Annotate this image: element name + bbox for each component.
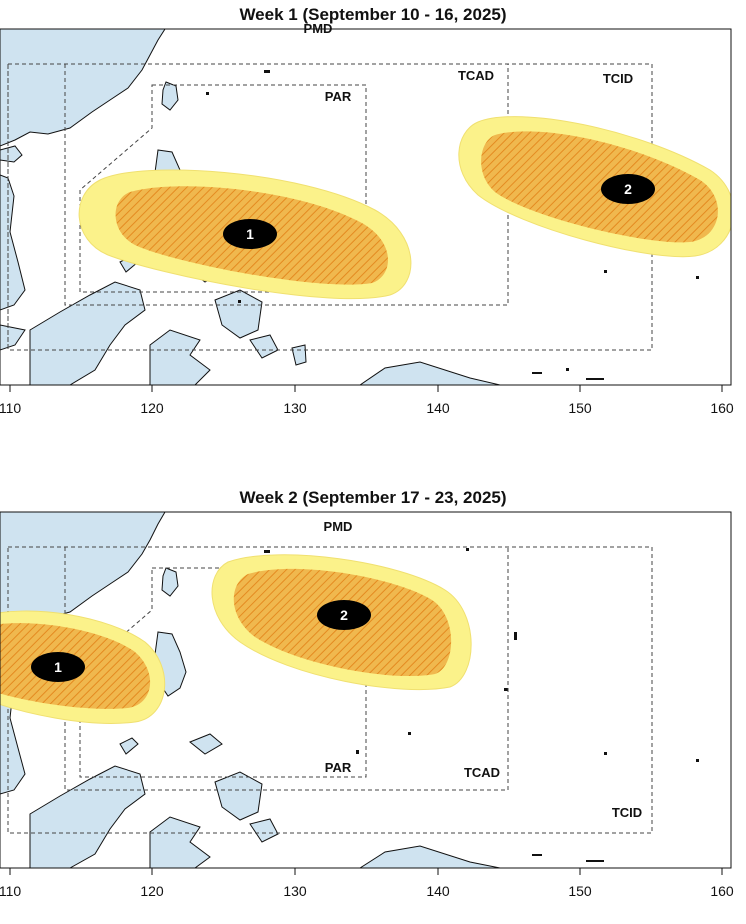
week1-marker-1: 1 xyxy=(223,219,277,249)
new-guinea xyxy=(359,361,501,385)
sulawesi xyxy=(149,816,211,868)
week2-x-axis xyxy=(9,868,723,875)
week2-tick-150: 150 xyxy=(568,883,592,899)
week2-map: 1 2 PMD PAR TCAD TCID 110 120 130 140 15… xyxy=(0,511,734,899)
week2-tick-140: 140 xyxy=(426,883,450,899)
week1-tick-120: 120 xyxy=(140,400,164,416)
week1-marker-2: 2 xyxy=(601,174,655,204)
week2-marker-1: 1 xyxy=(31,652,85,682)
week1-marker-2-label: 2 xyxy=(624,181,632,197)
palawan xyxy=(119,737,139,755)
week2-tcid-label: TCID xyxy=(612,805,642,820)
mindanao xyxy=(214,771,263,821)
week2-par-label: PAR xyxy=(325,760,352,775)
borneo xyxy=(29,765,146,868)
week1-tick-130: 130 xyxy=(283,400,307,416)
week2-marker-2: 2 xyxy=(317,600,371,630)
maluku xyxy=(249,334,279,359)
maluku xyxy=(249,818,279,843)
new-guinea xyxy=(359,845,501,868)
hainan xyxy=(0,145,23,163)
pmd-boundary xyxy=(7,546,653,834)
week1-marker-1-label: 1 xyxy=(246,226,254,242)
week2-tick-130: 130 xyxy=(283,883,307,899)
week2-pmd-label: PMD xyxy=(324,519,353,534)
tcad-boundary xyxy=(64,64,509,306)
mindanao xyxy=(214,289,263,339)
week1-tcid-label: TCID xyxy=(603,71,633,86)
week2-marker-1-label: 1 xyxy=(54,659,62,675)
taiwan xyxy=(161,81,179,111)
halmahera xyxy=(291,344,307,366)
week1-boundaries xyxy=(7,63,653,351)
week1-map: 1 2 PMD PAR TCAD TCID 110 120 130 140 15… xyxy=(0,21,734,416)
borneo xyxy=(29,281,146,385)
week1-tick-150: 150 xyxy=(568,400,592,416)
week1-zone-2 xyxy=(458,116,731,258)
week2-landmasses xyxy=(0,512,501,868)
sulawesi xyxy=(149,329,211,385)
week1-tick-160: 160 xyxy=(710,400,734,416)
week2-tcad-label: TCAD xyxy=(464,765,500,780)
week2-tick-110: 110 xyxy=(0,883,21,899)
week1-map-frame xyxy=(0,28,732,386)
week1-x-axis xyxy=(9,385,723,392)
week1-tick-140: 140 xyxy=(426,400,450,416)
week1-small-islands xyxy=(206,70,699,380)
week2-map-frame xyxy=(0,511,732,869)
week1-tick-110: 110 xyxy=(0,400,21,416)
week1-par-label: PAR xyxy=(325,89,352,104)
week2-tick-120: 120 xyxy=(140,883,164,899)
china-coast xyxy=(0,29,166,147)
week2-tick-160: 160 xyxy=(710,883,734,899)
week1-panel: Week 1 (September 10 - 16, 2025) xyxy=(0,0,746,440)
week1-zone2-inner xyxy=(481,131,718,243)
week2-marker-2-label: 2 xyxy=(340,607,348,623)
week1-tcad-label: TCAD xyxy=(458,68,494,83)
sumatra xyxy=(0,324,26,351)
visayas xyxy=(189,733,223,755)
indochina xyxy=(0,174,26,311)
week2-panel: Week 2 (September 17 - 23, 2025) xyxy=(0,482,746,924)
week2-title: Week 2 (September 17 - 23, 2025) xyxy=(239,488,507,507)
par-boundary xyxy=(79,84,367,293)
week1-pmd-label: PMD xyxy=(304,21,333,36)
week1-title: Week 1 (September 10 - 16, 2025) xyxy=(239,5,507,24)
taiwan xyxy=(161,567,179,597)
week2-small-islands xyxy=(264,548,699,862)
